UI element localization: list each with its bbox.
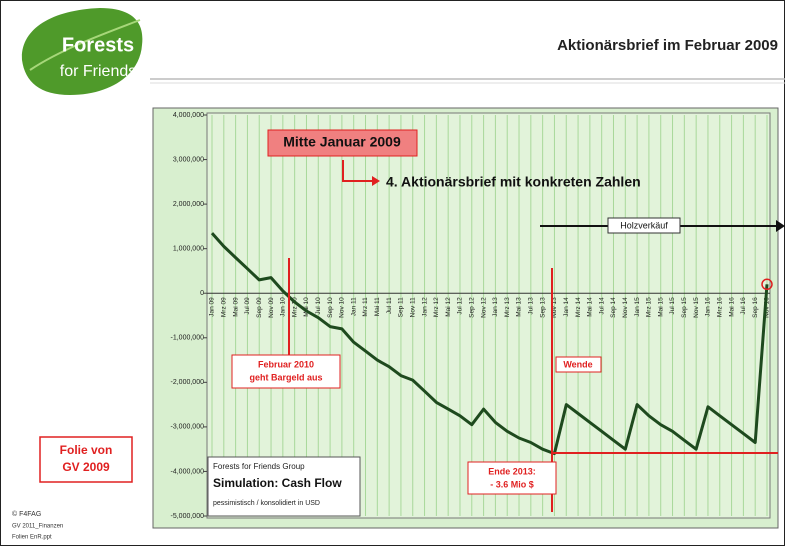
y-tick-label: -4,000,000 bbox=[171, 468, 205, 475]
highlight-marker bbox=[761, 278, 773, 291]
x-tick-label: Nov 10 bbox=[339, 297, 346, 318]
footer-text: © F4FAG bbox=[12, 510, 41, 518]
stamp-text: Folie von bbox=[60, 443, 113, 457]
x-tick-label: Nov 15 bbox=[693, 297, 700, 318]
x-tick-label: Sep 13 bbox=[539, 297, 546, 318]
y-tick-label: -1,000,000 bbox=[171, 335, 205, 342]
x-tick-label: Jul 15 bbox=[669, 297, 676, 315]
x-tick-label: Mrz 11 bbox=[362, 297, 369, 317]
x-tick-label: Jan 15 bbox=[634, 297, 641, 317]
annotation-box bbox=[467, 461, 557, 495]
x-tick-label: Mrz 16 bbox=[716, 297, 723, 317]
annotation: geht Bargeld aus bbox=[249, 372, 322, 382]
x-tick-label: Mrz 10 bbox=[291, 297, 298, 317]
footer-text: Folien EnR.ppt bbox=[12, 535, 52, 541]
x-tick-label: Jan 10 bbox=[280, 297, 287, 317]
x-tick-label: Jul 16 bbox=[740, 297, 747, 315]
info-text: Simulation: Cash Flow bbox=[213, 476, 342, 490]
annotation: 4. Aktionärsbrief mit konkreten Zahlen bbox=[386, 174, 641, 190]
x-tick-label: Mai 13 bbox=[516, 297, 523, 317]
annotation: Mitte Januar 2009 bbox=[283, 134, 401, 150]
x-tick-label: Jul 10 bbox=[315, 297, 322, 315]
x-tick-label: Sep 14 bbox=[610, 297, 617, 318]
x-tick-label: Mai 14 bbox=[587, 297, 594, 317]
x-tick-label: Jul 09 bbox=[244, 297, 251, 315]
x-tick-label: Nov 12 bbox=[480, 297, 487, 318]
y-tick-label: -2,000,000 bbox=[171, 379, 205, 386]
slide-title: Aktionärsbrief im Februar 2009 bbox=[557, 37, 778, 54]
info-box bbox=[207, 456, 361, 517]
x-tick-label: Mai 11 bbox=[374, 297, 381, 316]
x-tick-label: Sep 11 bbox=[398, 297, 405, 318]
x-tick-label: Sep 16 bbox=[752, 297, 759, 318]
x-tick-label: Jul 13 bbox=[528, 297, 535, 315]
footer-text: GV 2011_Finanzen bbox=[12, 524, 63, 530]
y-tick-label: 1,000,000 bbox=[173, 246, 204, 253]
x-tick-label: Jan 16 bbox=[705, 297, 712, 317]
plot-area bbox=[206, 112, 771, 519]
x-tick-label: Mai 15 bbox=[657, 297, 664, 317]
annotation-arrow bbox=[342, 160, 372, 182]
annotation-box bbox=[267, 129, 418, 157]
x-tick-label: Jan 11 bbox=[350, 297, 357, 316]
x-tick-label: Nov 11 bbox=[409, 297, 416, 317]
x-tick-label: Nov 16 bbox=[764, 297, 771, 318]
logo-text: Forests bbox=[62, 34, 134, 56]
x-tick-label: Nov 09 bbox=[268, 297, 275, 318]
x-tick-label: Sep 09 bbox=[256, 297, 263, 318]
y-tick-label: 4,000,000 bbox=[173, 112, 204, 119]
annotation: Ende 2013: bbox=[488, 466, 536, 476]
y-tick-label: 0 bbox=[200, 290, 204, 297]
x-tick-label: Jul 12 bbox=[457, 297, 464, 315]
x-tick-label: Sep 15 bbox=[681, 297, 688, 318]
annotation-arrow bbox=[372, 176, 380, 186]
annotation-box bbox=[607, 217, 681, 234]
annotation: - 3.6 Mio $ bbox=[490, 479, 534, 489]
x-tick-label: Jan 09 bbox=[209, 297, 216, 317]
stamp-box bbox=[39, 436, 133, 483]
y-tick-label: -3,000,000 bbox=[171, 424, 205, 431]
x-tick-label: Jan 12 bbox=[421, 297, 428, 317]
x-tick-label: Mai 09 bbox=[232, 297, 239, 317]
annotation-box bbox=[231, 354, 341, 389]
x-tick-label: Nov 14 bbox=[622, 297, 629, 318]
x-tick-label: Sep 10 bbox=[327, 297, 334, 318]
x-tick-label: Jul 11 bbox=[386, 297, 393, 314]
stamp-text: GV 2009 bbox=[62, 460, 110, 474]
line bbox=[210, 232, 769, 456]
x-tick-label: Mrz 12 bbox=[433, 297, 440, 317]
x-tick-label: Mai 12 bbox=[445, 297, 452, 317]
x-tick-label: Jan 13 bbox=[492, 297, 499, 317]
x-tick-label: Mai 10 bbox=[303, 297, 310, 317]
annotation-arrow bbox=[776, 220, 785, 232]
x-tick-label: Jul 14 bbox=[598, 297, 605, 315]
x-tick-label: Mrz 13 bbox=[504, 297, 511, 317]
y-tick-label: 2,000,000 bbox=[173, 201, 204, 208]
logo-vein bbox=[29, 19, 141, 71]
x-tick-label: Mai 16 bbox=[728, 297, 735, 317]
x-tick-label: Mrz 09 bbox=[221, 297, 228, 317]
x-tick-label: Jan 14 bbox=[563, 297, 570, 317]
x-tick-label: Nov 13 bbox=[551, 297, 558, 318]
info-text: Forests for Friends Group bbox=[213, 462, 305, 471]
info-text: pessimistisch / konsolidiert in USD bbox=[213, 500, 320, 507]
x-tick-label: Mrz 15 bbox=[646, 297, 653, 317]
logo-text: for Friends bbox=[60, 63, 136, 80]
x-tick-label: Mrz 14 bbox=[575, 297, 582, 317]
annotation-box bbox=[555, 356, 602, 373]
annotation: Februar 2010 bbox=[258, 359, 314, 369]
annotation: Holzverkäuf bbox=[620, 220, 668, 230]
x-tick-label: Sep 12 bbox=[469, 297, 476, 318]
y-tick-label: 3,000,000 bbox=[173, 156, 204, 163]
annotation: Wende bbox=[563, 359, 592, 369]
y-tick-label: -5,000,000 bbox=[171, 513, 205, 520]
